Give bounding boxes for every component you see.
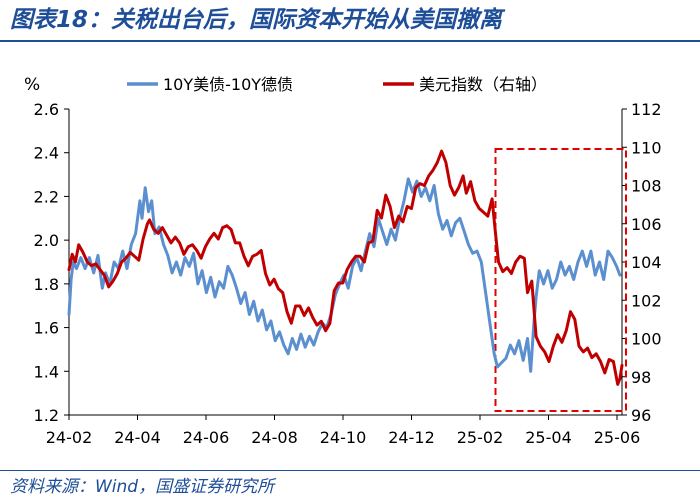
legend: 10Y美债-10Y德债 美元指数（右轴） (127, 75, 547, 94)
x-axis-tick-label: 24-04 (114, 428, 161, 447)
title-rule (0, 40, 700, 42)
left-axis-tick-label: 1.4 (34, 362, 59, 381)
right-axis-tick-label: 104 (631, 253, 662, 272)
left-axis-tick-label: 2.4 (34, 144, 59, 163)
left-axis-tick-label: 1.8 (34, 275, 59, 294)
right-axis-tick-label: 108 (631, 177, 662, 196)
chart-title: 图表18：关税出台后，国际资本开始从美国撤离 (10, 7, 503, 33)
highlight-box (494, 148, 627, 412)
x-axis-tick-label: 25-02 (457, 428, 504, 447)
left-axis-tick-label: 2.2 (34, 187, 59, 206)
series-line-dxy (67, 149, 624, 386)
x-axis-tick-label: 24-02 (46, 428, 93, 447)
x-axis-tick-label: 24-06 (183, 428, 230, 447)
source-rule (0, 470, 700, 471)
right-axis-tick-label: 110 (631, 138, 662, 157)
x-axis-tick-label: 25-04 (525, 428, 572, 447)
left-axis-tick-label: 2.6 (34, 100, 59, 119)
left-axis-tick-label: 2.0 (34, 231, 59, 250)
legend-label-dxy: 美元指数（右轴） (419, 75, 547, 94)
x-axis-tick-label: 25-06 (594, 428, 641, 447)
left-axis-unit: % (24, 75, 40, 95)
series-layer (67, 149, 624, 386)
x-axis-tick-label: 24-08 (251, 428, 298, 447)
legend-label-spread: 10Y美债-10Y德债 (163, 75, 293, 94)
x-axis-tick-label: 24-12 (388, 428, 435, 447)
right-axis-tick-label: 100 (631, 330, 662, 349)
source-note: 资料来源：Wind，国盛证券研究所 (10, 477, 275, 497)
axes: 1.2 1.4 1.6 1.8 2.0 2.2 2.4 2.6 96 98 100 102 104 106… (34, 100, 662, 447)
right-axis-tick-label: 96 (631, 406, 651, 425)
x-axis-tick-label: 24-10 (320, 428, 367, 447)
series-line-spread (67, 177, 622, 373)
right-axis-tick-label: 98 (631, 368, 651, 387)
right-axis-tick-label: 112 (631, 100, 662, 119)
left-axis-tick-label: 1.6 (34, 319, 59, 338)
highlight-region (494, 148, 627, 412)
right-axis-tick-label: 106 (631, 215, 662, 234)
left-axis-tick-label: 1.2 (34, 406, 59, 425)
right-axis-tick-label: 102 (631, 291, 662, 310)
chart: 10Y美债-10Y德债 美元指数（右轴） % 1.2 1.4 1.6 1.8 2.0 2.… (24, 75, 662, 447)
